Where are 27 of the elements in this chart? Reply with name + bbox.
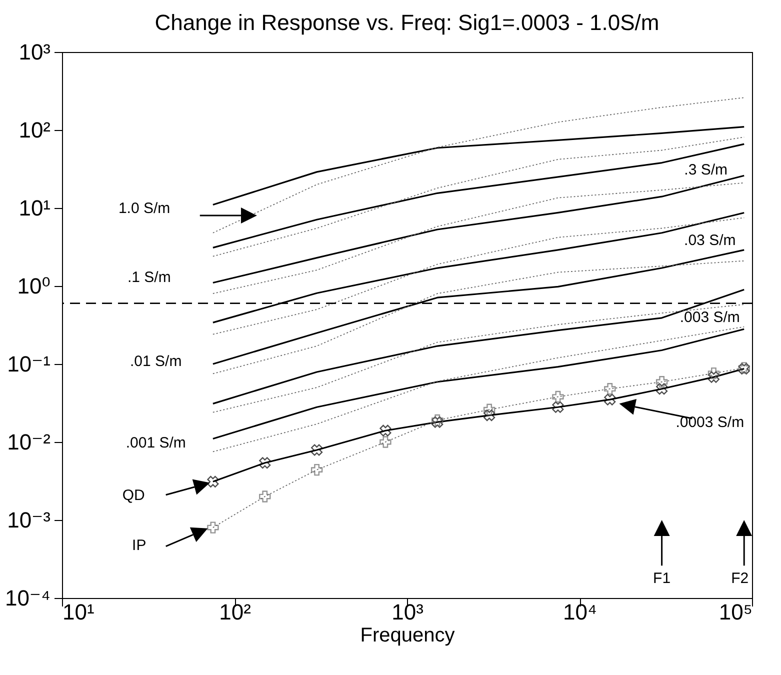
y-tick-label: 10³ [18, 40, 50, 64]
x-axis-title: Frequency [360, 624, 455, 646]
annotation: .03 S/m [684, 232, 736, 249]
chart-title: Change in Response vs. Freq: Sig1=.0003 - 1.0S/m [154, 10, 660, 35]
annotation: IP [132, 536, 146, 554]
annotation: .3 S/m [684, 162, 728, 179]
annotation: .0003 S/m [676, 414, 744, 432]
annotation: .01 S/m [130, 352, 182, 370]
y-tick-label: 10⁻² [7, 430, 50, 454]
y-tick-label: 10² [18, 118, 50, 142]
y-tick-label: 10⁻⁴ [4, 586, 50, 610]
annotation: 1.0 S/m [118, 200, 170, 217]
x-tick-label: 10⁴ [563, 600, 597, 624]
annotation: .1 S/m [127, 269, 171, 286]
annotation: F1 [653, 570, 671, 588]
annotation: .001 S/m [126, 434, 186, 452]
annotation: F2 [731, 570, 749, 588]
annotation: QD [122, 486, 145, 504]
x-tick-label: 10¹ [62, 600, 94, 624]
y-tick-label: 10⁰ [17, 274, 51, 298]
x-tick-label: 10³ [392, 600, 424, 624]
annotation: .003 S/m [680, 309, 740, 326]
y-tick-label: 10⁻³ [7, 508, 50, 532]
x-tick-label: 10² [219, 600, 251, 624]
y-tick-label: 10¹ [18, 196, 50, 220]
x-tick-label: 10⁵ [718, 600, 752, 624]
y-tick-label: 10⁻¹ [7, 352, 50, 376]
